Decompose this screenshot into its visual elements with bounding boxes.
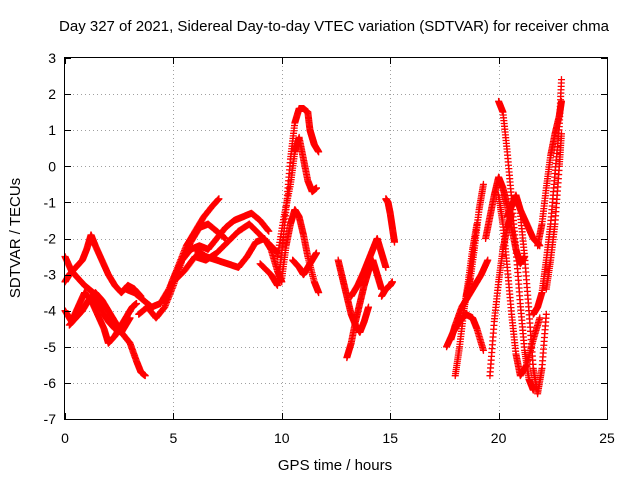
data-point: [126, 314, 134, 322]
data-point: [557, 76, 565, 84]
data-point: [141, 372, 149, 380]
y-tick-label: -2: [44, 231, 57, 247]
data-point: [391, 238, 399, 246]
series-arc-19: [382, 195, 399, 246]
x-tick-label: 0: [61, 430, 69, 446]
series-arc-17: [347, 235, 390, 300]
data-point: [479, 346, 487, 354]
series-arc-13: [278, 206, 323, 297]
data-point: [479, 180, 487, 188]
y-tick-label: -5: [44, 339, 57, 355]
data-point: [557, 97, 565, 105]
series-arc-22: [451, 220, 481, 380]
data-point: [557, 130, 565, 138]
data-point: [382, 263, 390, 271]
y-tick-label: -3: [44, 267, 57, 283]
data-points: [61, 76, 565, 398]
series-arc-11: [304, 108, 323, 156]
data-point: [315, 148, 323, 156]
x-tick-label: 10: [274, 430, 290, 446]
series-arc-14: [289, 249, 320, 279]
y-tick-label: 1: [48, 122, 56, 138]
series-arc-16: [343, 256, 386, 362]
y-tick-label: -4: [44, 303, 57, 319]
series-arc-12: [273, 133, 320, 261]
data-point: [315, 289, 323, 297]
y-tick-label: 0: [48, 158, 56, 174]
x-tick-label: 5: [170, 430, 178, 446]
y-tick-label: -7: [44, 411, 57, 427]
x-tick-label: 15: [382, 430, 398, 446]
x-tick-label: 20: [491, 430, 507, 446]
data-point: [312, 184, 320, 192]
data-point: [542, 310, 550, 318]
series-arc-32: [542, 130, 565, 293]
y-tick-label: 3: [48, 50, 56, 66]
data-point: [365, 303, 373, 311]
y-axis-label: SDTVAR / TECUs: [7, 178, 24, 298]
series-arc-7: [161, 209, 273, 307]
data-point: [133, 299, 141, 307]
data-point: [484, 256, 492, 264]
data-point: [388, 278, 396, 286]
plot-frame: [64, 57, 608, 420]
data-point: [215, 195, 223, 203]
y-tick-label: -1: [44, 194, 57, 210]
data-point: [265, 227, 273, 235]
series-arc-29: [516, 209, 550, 398]
x-axis-label: GPS time / hours: [278, 457, 392, 474]
series-arc-23: [462, 180, 487, 300]
chart-title: Day 327 of 2021, Sidereal Day-to-day VTE…: [59, 18, 610, 35]
y-tick-label: 2: [48, 86, 56, 102]
data-point: [536, 314, 544, 322]
data-point: [312, 249, 320, 257]
series-arc-31: [534, 97, 565, 250]
y-tick-label: -6: [44, 375, 57, 391]
series-arc-4: [65, 289, 134, 336]
series-arc-18: [378, 278, 396, 300]
x-tick-label: 25: [599, 430, 615, 446]
